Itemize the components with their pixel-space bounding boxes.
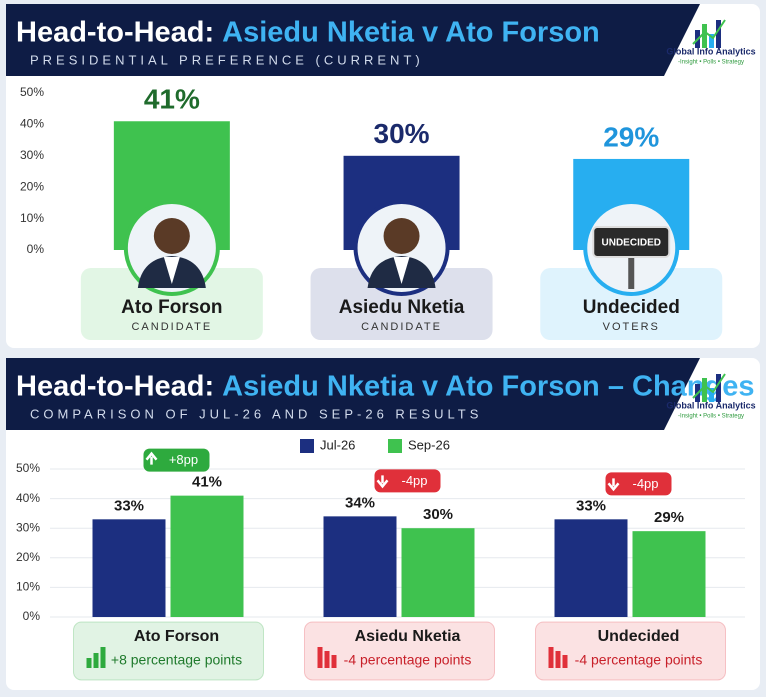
value-label: 29%: [603, 121, 659, 152]
logo-name: Global Info Analytics: [666, 400, 755, 410]
change-label: -4pp: [401, 473, 427, 488]
change-arrow: [145, 451, 158, 465]
legend-label: Sep-26: [408, 437, 450, 452]
logo-tagline: -Insight • Polls • Strategy: [678, 60, 744, 66]
value-label: 41%: [192, 474, 222, 491]
logo-arrow: [692, 373, 726, 399]
value-label: 30%: [423, 506, 453, 523]
category-label: Undecided: [598, 628, 680, 645]
card: [304, 621, 495, 681]
y-tick-label: 40%: [20, 117, 44, 131]
category-label: Ato Forson: [134, 628, 219, 645]
header-band: [6, 4, 700, 76]
legend-swatch: [300, 439, 314, 453]
logo-bar: [716, 374, 721, 402]
logo-bar: [716, 20, 721, 48]
y-tick-label: 20%: [16, 550, 40, 564]
card: [310, 268, 493, 340]
logo-bar: [702, 378, 707, 402]
title-highlight: Asiedu Nketia v Ato Forson: [222, 17, 600, 49]
y-tick-label: 10%: [16, 580, 40, 594]
sign-text: UNDECIDED: [602, 238, 661, 249]
card-icon-bar: [86, 658, 92, 668]
subtitle: PRESIDENTIAL PREFERENCE (CURRENT): [30, 52, 424, 67]
bar: [170, 495, 244, 617]
value-label: 33%: [114, 497, 144, 514]
portrait-head: [153, 218, 190, 254]
y-tick-label: 30%: [16, 520, 40, 534]
card: [540, 268, 723, 340]
header-band: [6, 358, 700, 430]
logo-name: Global Info Analytics: [666, 46, 755, 56]
change-label: -4pp: [632, 476, 658, 491]
card-icon-bar: [548, 647, 554, 668]
y-tick-label: 50%: [16, 461, 40, 475]
logo-tagline: -Insight • Polls • Strategy: [678, 414, 744, 420]
value-label: 30%: [374, 118, 430, 149]
category-role: CANDIDATE: [361, 321, 442, 333]
value-label: 34%: [345, 494, 375, 511]
y-tick-label: 0%: [23, 609, 41, 623]
change-note: +8 percentage points: [111, 652, 242, 668]
card-icon-bar: [331, 655, 337, 668]
logo-bar: [709, 34, 714, 48]
subtitle: COMPARISON OF JUL-26 AND SEP-26 RESULTS: [30, 406, 482, 421]
value-label: 29%: [654, 509, 684, 526]
y-tick-label: 30%: [20, 148, 44, 162]
bar: [401, 528, 475, 617]
change-badge: [374, 469, 441, 493]
portrait-shirt: [163, 257, 180, 284]
logo-bar: [709, 388, 714, 402]
category-label: Undecided: [583, 297, 680, 318]
change-arrow: [376, 475, 389, 489]
bar: [632, 531, 706, 617]
value-label: 33%: [576, 497, 606, 514]
logo-arrow: [692, 19, 726, 45]
card-icon-bar: [555, 651, 561, 668]
card-icon-bar: [317, 647, 323, 668]
legend-label: Jul-26: [320, 437, 355, 452]
change-arrow: [607, 478, 620, 492]
card-icon-bar: [324, 651, 330, 668]
card-icon-bar: [562, 655, 568, 668]
title-lead: Head-to-Head:: [16, 371, 214, 403]
portrait-head: [383, 218, 420, 254]
bar: [554, 519, 628, 617]
category-role: CANDIDATE: [131, 321, 212, 333]
change-badge: [605, 472, 672, 496]
value-label: 41%: [144, 84, 200, 115]
change-badge: [143, 448, 210, 472]
category-label: Asiedu Nketia: [339, 297, 465, 318]
sign-post: [628, 255, 635, 289]
sign: [592, 226, 671, 258]
portrait-shirt: [393, 257, 410, 284]
title-lead: Head-to-Head:: [16, 17, 214, 49]
y-tick-label: 10%: [20, 211, 44, 225]
title-highlight: Asiedu Nketia v Ato Forson – Changes: [222, 371, 754, 403]
legend-swatch: [388, 439, 402, 453]
change-note: -4 percentage points: [575, 652, 703, 668]
card: [73, 621, 264, 681]
change-label: +8pp: [169, 452, 198, 467]
category-role: VOTERS: [603, 321, 660, 333]
bar: [92, 519, 166, 617]
logo-bar: [702, 24, 707, 48]
y-tick-label: 40%: [16, 491, 40, 505]
bar: [323, 516, 397, 617]
y-tick-label: 50%: [20, 85, 44, 99]
change-note: -4 percentage points: [344, 652, 472, 668]
card-icon-bar: [100, 647, 106, 668]
y-tick-label: 0%: [27, 242, 45, 256]
y-tick-label: 20%: [20, 179, 44, 193]
card-icon-bar: [93, 653, 99, 668]
category-label: Ato Forson: [121, 297, 222, 318]
card: [80, 268, 263, 340]
category-label: Asiedu Nketia: [355, 628, 461, 645]
card: [535, 621, 726, 681]
